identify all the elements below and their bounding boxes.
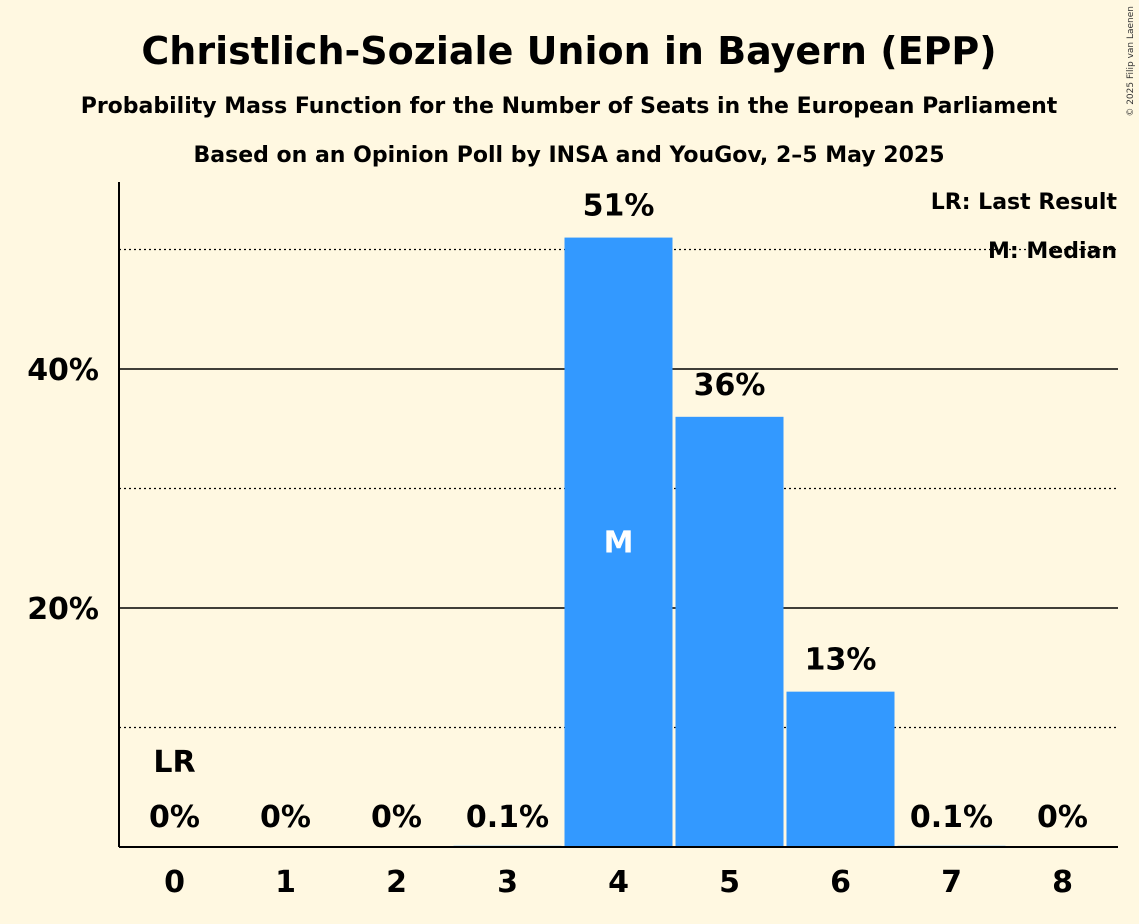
bar [564, 237, 673, 847]
x-tick-label: 0 [164, 865, 185, 900]
bar-value-label: 0.1% [910, 800, 993, 835]
chart-title: Christlich-Soziale Union in Bayern (EPP) [141, 29, 996, 73]
bar [675, 416, 784, 847]
bar-value-label: 0% [1037, 800, 1088, 835]
y-tick-label: 20% [27, 592, 99, 627]
x-tick-label: 4 [608, 865, 629, 900]
x-tick-label: 1 [275, 865, 296, 900]
chart-subtitle-source: Based on an Opinion Poll by INSA and You… [193, 143, 944, 168]
label-layer: 20% 40% 0% 0 0% 1 0% 2 0.1% 3 51% 4 36% 5 13% 6 0.1% 7 0% 8… [27, 189, 1088, 900]
copyright-notice: © 2025 Filip van Laenen [1126, 6, 1136, 117]
axis-layer [118, 182, 1118, 848]
bar-value-label: 13% [805, 643, 877, 678]
x-tick-label: 7 [941, 865, 962, 900]
legend-median: M: Median [988, 239, 1117, 264]
x-tick-label: 6 [830, 865, 851, 900]
x-tick-label: 3 [497, 865, 518, 900]
bar-value-label: 51% [583, 189, 655, 224]
y-tick-label: 40% [27, 353, 99, 388]
bar-value-label: 0.1% [466, 800, 549, 835]
legend-last-result: LR: Last Result [931, 190, 1118, 215]
bar-value-label: 0% [260, 800, 311, 835]
bar-value-label: 36% [694, 368, 766, 403]
bar-layer [453, 237, 1006, 847]
x-tick-label: 8 [1052, 865, 1073, 900]
bar-value-label: 0% [371, 800, 422, 835]
x-tick-label: 5 [719, 865, 740, 900]
median-marker: M [604, 525, 634, 560]
bar-value-label: 0% [149, 800, 200, 835]
chart-subtitle: Probability Mass Function for the Number… [81, 94, 1058, 119]
x-tick-label: 2 [386, 865, 407, 900]
last-result-marker: LR [153, 745, 195, 780]
bar [786, 691, 895, 847]
